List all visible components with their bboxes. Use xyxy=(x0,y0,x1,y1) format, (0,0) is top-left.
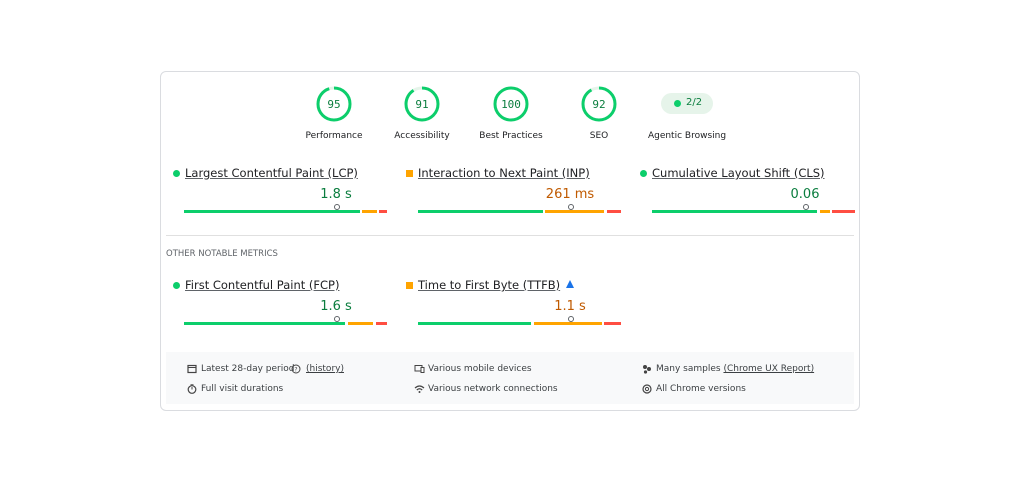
agentic-label: Agentic Browsing xyxy=(647,131,727,141)
divider xyxy=(166,235,854,236)
score-value: 92 xyxy=(592,98,605,111)
svg-text:?: ? xyxy=(294,367,297,374)
metric-value: 0.06 xyxy=(790,187,820,202)
samples-text: Many samples xyxy=(656,364,721,374)
score-label: Performance xyxy=(305,131,363,141)
distribution-segment xyxy=(832,210,855,213)
gauge-arc xyxy=(404,86,440,122)
versions: All Chrome versions xyxy=(656,384,746,394)
samples-icon xyxy=(643,365,651,374)
gauge-arc xyxy=(493,86,529,122)
status-indicator xyxy=(406,170,413,177)
percentile-marker xyxy=(568,204,574,210)
distribution-segment xyxy=(607,210,621,213)
status-indicator xyxy=(173,282,180,289)
score-label: Accessibility xyxy=(394,131,450,141)
crux-link[interactable]: (Chrome UX Report) xyxy=(723,364,815,374)
metric-name[interactable]: Cumulative Layout Shift (CLS) xyxy=(652,166,825,180)
metric-value: 1.1 s xyxy=(554,299,586,314)
wifi-icon xyxy=(414,385,425,393)
metric-name[interactable]: First Contentful Paint (FCP) xyxy=(185,278,340,292)
score-gauge: 95 xyxy=(316,86,352,122)
percentile-marker xyxy=(803,204,809,210)
period: Latest 28-day period xyxy=(201,364,295,374)
score-gauge: 92 xyxy=(581,86,617,122)
agentic-value: 2/2 xyxy=(686,97,703,108)
durations: Full visit durations xyxy=(201,384,284,394)
score-value: 95 xyxy=(327,98,340,111)
percentile-marker xyxy=(334,316,340,322)
distribution-segment xyxy=(418,210,543,213)
footer-box xyxy=(166,352,854,404)
distribution-segment xyxy=(820,210,830,213)
distribution-segment xyxy=(348,322,373,325)
distribution-segment xyxy=(379,210,387,213)
devices: Various mobile devices xyxy=(428,364,532,374)
network: Various network connections xyxy=(428,384,558,394)
metric-value: 1.8 s xyxy=(320,187,352,202)
score-value: 91 xyxy=(415,98,428,111)
gauge-arc xyxy=(316,86,352,122)
distribution-segment xyxy=(184,210,360,213)
metric-value: 261 ms xyxy=(545,187,595,202)
status-indicator xyxy=(406,282,413,289)
score-gauge: 100 xyxy=(493,86,529,122)
score-label: Best Practices xyxy=(479,131,543,141)
distribution-segment xyxy=(652,210,817,213)
score-gauge: 91 xyxy=(404,86,440,122)
distribution-segment xyxy=(418,322,531,325)
score-value: 100 xyxy=(501,98,521,111)
score-label: SEO xyxy=(589,131,609,141)
distribution-segment xyxy=(545,210,604,213)
distribution-segment xyxy=(184,322,345,325)
status-indicator xyxy=(640,170,647,177)
agentic-pill: 2/2 xyxy=(661,93,713,114)
section-label: OTHER NOTABLE METRICS xyxy=(166,249,278,259)
timer-icon xyxy=(187,384,197,394)
metric-value: 1.6 s xyxy=(320,299,352,314)
samples: Many samples (Chrome UX Report) xyxy=(656,364,814,374)
percentile-marker xyxy=(334,204,340,210)
metric-name[interactable]: Interaction to Next Paint (INP) xyxy=(418,166,590,180)
percentile-marker xyxy=(568,316,574,322)
help-icon: ? xyxy=(291,364,301,374)
experimental-icon xyxy=(566,280,575,288)
gauge-arc xyxy=(581,86,617,122)
distribution-segment xyxy=(534,322,602,325)
distribution-segment xyxy=(362,210,377,213)
distribution-segment xyxy=(376,322,387,325)
metric-name[interactable]: Largest Contentful Paint (LCP) xyxy=(185,166,358,180)
card xyxy=(160,71,860,411)
status-dot xyxy=(674,100,681,107)
distribution-segment xyxy=(604,322,621,325)
chrome-icon xyxy=(642,384,652,394)
devices-icon xyxy=(414,365,425,373)
calendar-icon xyxy=(187,364,197,374)
history-link[interactable]: (history) xyxy=(306,364,344,374)
metric-name[interactable]: Time to First Byte (TTFB) xyxy=(418,278,561,292)
status-indicator xyxy=(173,170,180,177)
